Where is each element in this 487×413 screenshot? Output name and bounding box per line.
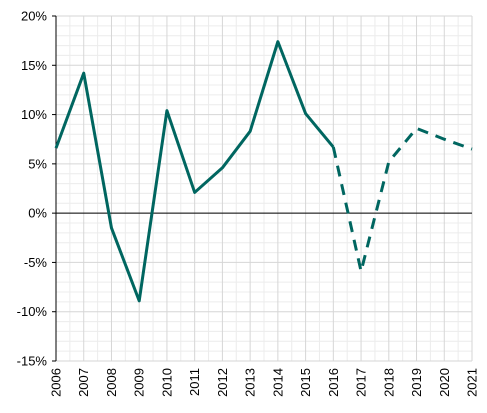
x-tick-label: 2010 [159,368,174,397]
x-tick-label: 2008 [104,368,119,397]
x-tick-label: 2012 [215,368,230,397]
y-tick-label: 0% [28,206,47,221]
x-tick-label: 2015 [298,368,313,397]
y-tick-label: 20% [21,9,47,24]
x-tick-label: 2016 [326,368,341,397]
y-tick-label: 5% [28,156,47,171]
y-tick-label: -5% [24,255,48,270]
x-tick-label: 2011 [187,368,202,396]
x-tick-labels: 2006 2007 2008 2009 2010 2011 2012 2013 2014 2015… [49,368,480,397]
x-tick-label: 2009 [132,368,147,397]
x-tick-label: 2020 [437,368,452,397]
x-tick-label: 2007 [76,368,91,397]
x-tick-label: 2013 [243,368,258,397]
series-group [54,40,473,303]
x-tick-label: 2018 [381,368,396,397]
x-tick-label: 2019 [409,368,424,397]
x-tick-label: 2021 [465,368,480,397]
y-tick-label: 15% [21,58,47,73]
y-tick-label: 10% [21,107,47,122]
y-tick-label: -10% [17,304,48,319]
y-tick-labels: -15% -10% -5% 0% 5% 10% 15% 20% [17,9,48,369]
x-tick-label: 2006 [49,368,64,397]
x-tick-label: 2017 [354,368,369,397]
series-line-solid [54,40,335,303]
axes [52,15,472,362]
grid [55,15,473,362]
x-tick-label: 2014 [270,368,285,397]
y-tick-label: -15% [17,354,48,369]
